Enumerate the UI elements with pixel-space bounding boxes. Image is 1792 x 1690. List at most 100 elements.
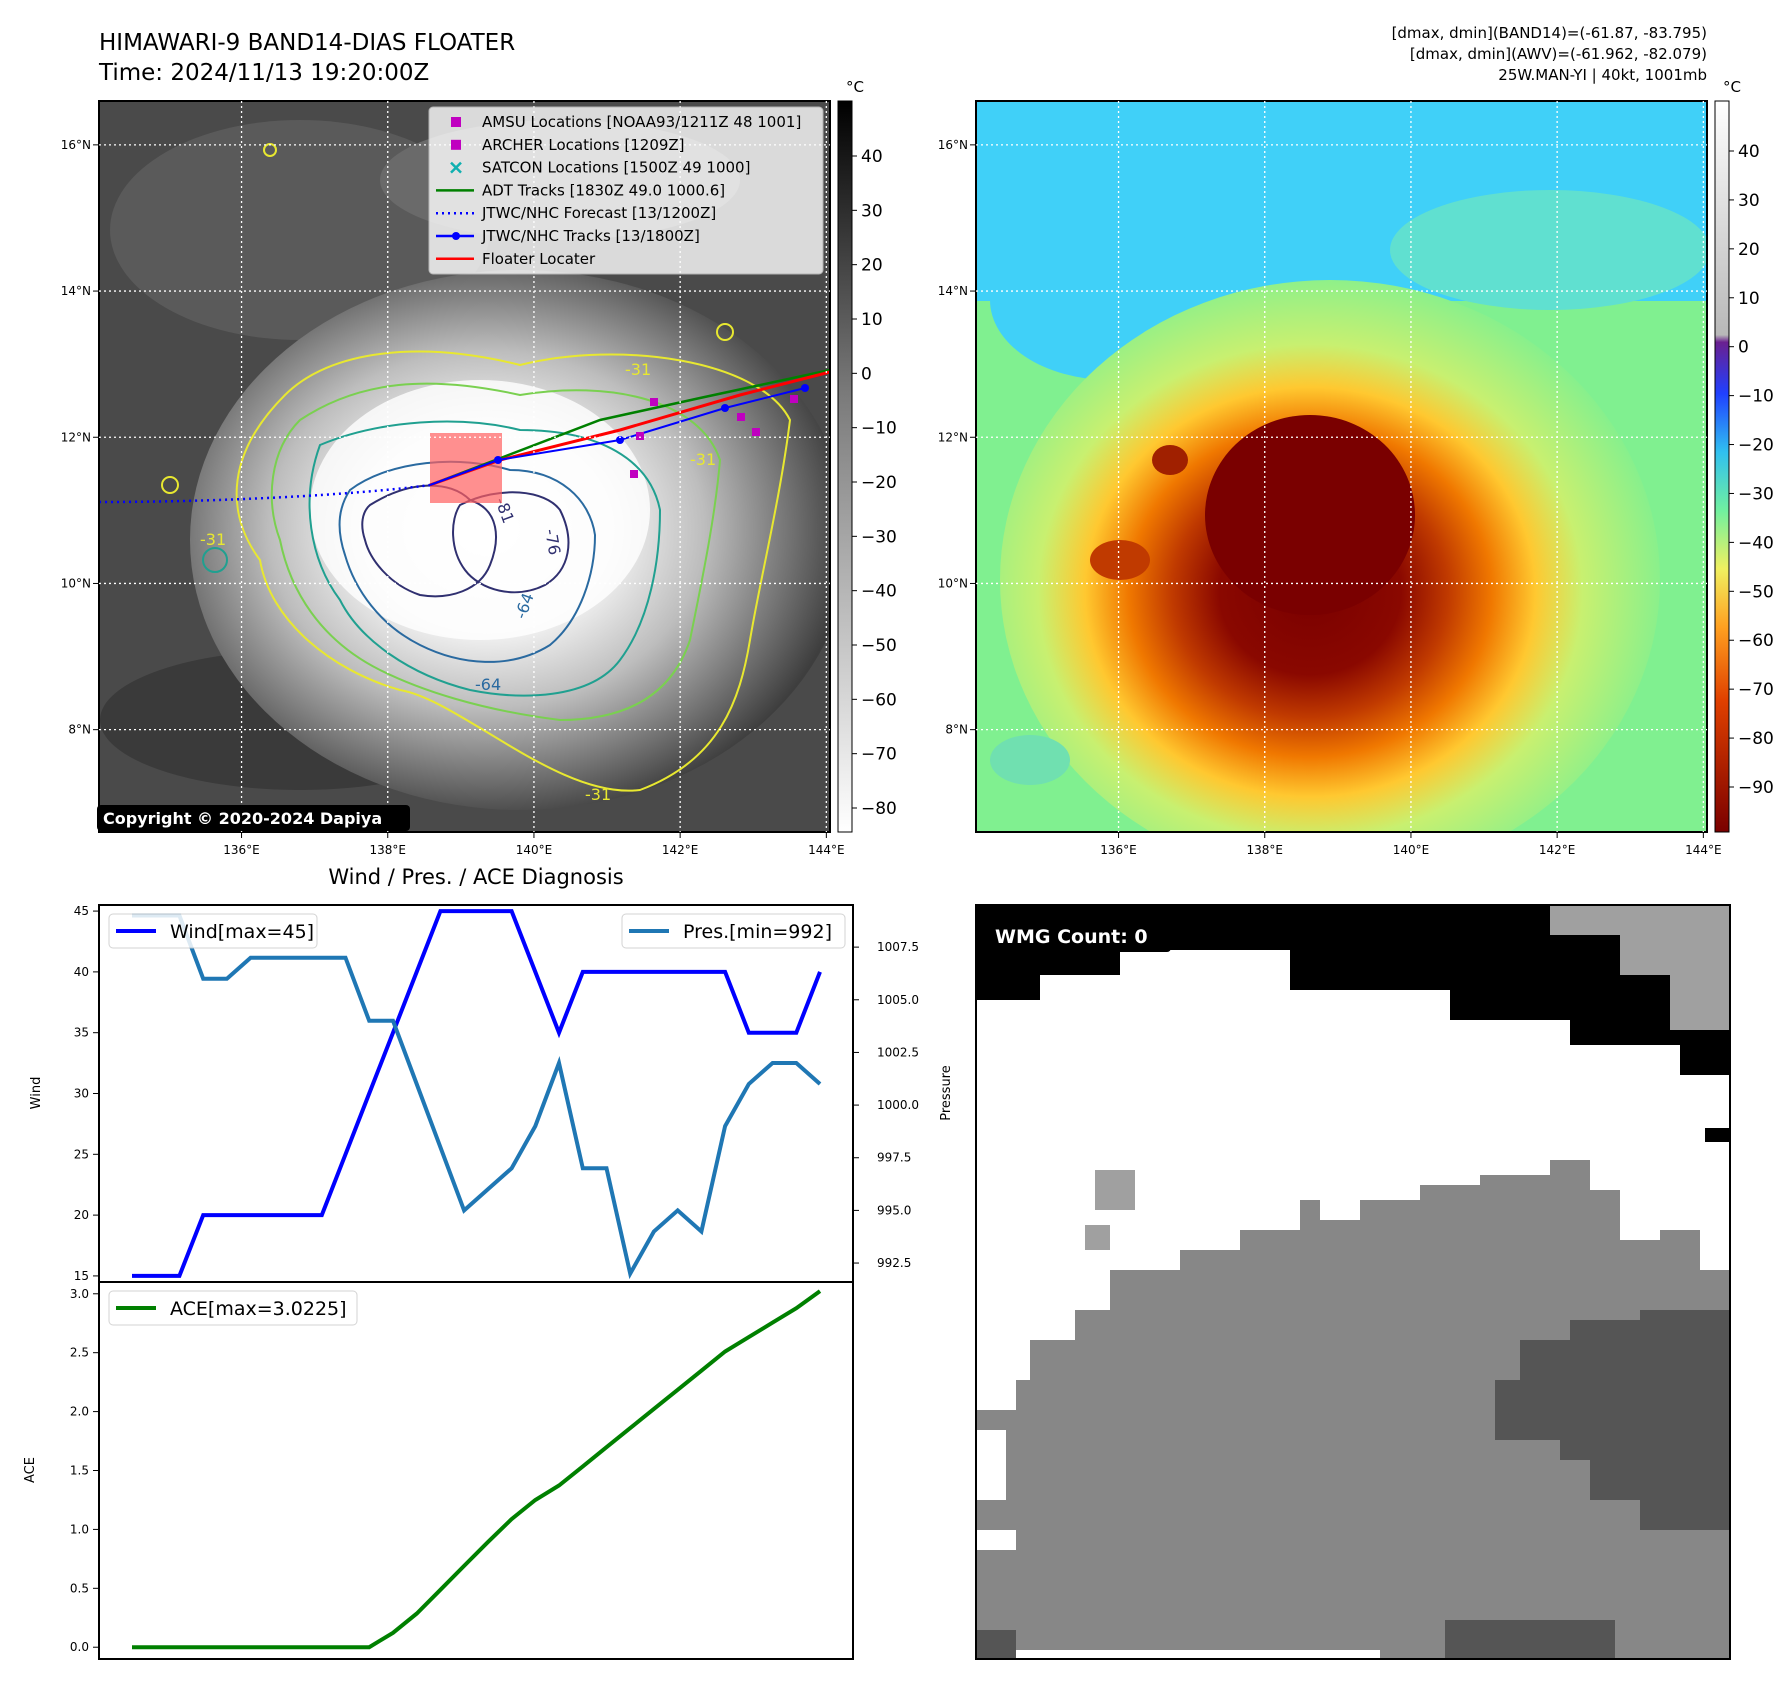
y-tick-label: 1.5 <box>70 1464 89 1478</box>
awv-lat-tick-label: 12°N <box>938 430 968 444</box>
band14-lat-tick-label: 12°N <box>61 430 91 444</box>
legend-marker <box>451 139 461 150</box>
pressure-series-line <box>132 913 822 1280</box>
wind-pressure-chart: 45 40 35 30 25 20 15 1007.5 1005.0 1002.5 1000.0 9… <box>29 904 954 1283</box>
y-tick-label: 1002.5 <box>877 1045 919 1059</box>
floater-locater-box <box>430 433 502 503</box>
cbar-tick-label: −80 <box>861 799 897 819</box>
legend-entry-label: ARCHER Locations [1209Z] <box>482 136 685 154</box>
cbar-tick-label: 20 <box>861 256 883 276</box>
band14-lat-tick-label: 10°N <box>61 576 91 590</box>
legend-marker-dot <box>452 232 460 240</box>
y-tick-label: 2.5 <box>70 1346 89 1360</box>
y-tick-label: 40 <box>74 965 89 979</box>
ace-chart: 3.0 2.5 2.0 1.5 1.0 0.5 0.0 ACE ACE[max=3.0225… <box>23 1281 854 1660</box>
cbar-tick-label: 40 <box>861 147 883 167</box>
cbar-tick-label: −60 <box>861 690 897 710</box>
legend-entry-label: SATCON Locations [1500Z 49 1000] <box>482 159 750 177</box>
legend-entry-label: ADT Tracks [1830Z 49.0 1000.6] <box>482 181 725 199</box>
band14-map-ticks: 136°E 138°E 140°E 142°E 144°E 16°N 14°N 12°N 10°… <box>61 138 845 857</box>
pressure-legend: Pres.[min=992] <box>621 913 846 949</box>
cbar-tick-label: −20 <box>861 473 897 493</box>
pressure-legend-label: Pres.[min=992] <box>683 921 832 943</box>
contour-label: -76 <box>541 527 564 556</box>
awv-lon-tick-label: 136°E <box>1100 843 1137 857</box>
figure-title: HIMAWARI-9 BAND14-DIAS FLOATER <box>99 30 515 56</box>
contour-label: -31 <box>585 785 611 804</box>
wind-series-line <box>132 909 822 1278</box>
ace-ylabel: ACE <box>23 1457 38 1483</box>
ace-legend-label: ACE[max=3.0225] <box>170 1298 347 1320</box>
legend-marker <box>450 161 462 174</box>
band14-lon-tick-label: 144°E <box>808 843 845 857</box>
figure-time: Time: 2024/11/13 19:20:00Z <box>98 60 429 86</box>
cbar-tick-label: −30 <box>861 527 897 547</box>
wmg-count-box: WMG Count: 0 <box>985 918 1171 952</box>
cbar-tick-label: −10 <box>1738 387 1774 407</box>
y-tick-label: 30 <box>74 1087 89 1101</box>
band14-lon-tick-label: 136°E <box>223 843 260 857</box>
cbar-tick-label: −40 <box>1738 533 1774 553</box>
cbar-unit: °C <box>846 78 864 96</box>
awv-map-frame <box>975 100 1708 833</box>
band14-lon-tick-label: 140°E <box>516 843 553 857</box>
awv-lon-tick-label: 144°E <box>1685 843 1722 857</box>
cbar-tick-label: −10 <box>861 419 897 439</box>
cbar-tick-label: 30 <box>1738 191 1760 211</box>
cbar-tick-label: 10 <box>861 310 883 330</box>
cbar-tick-label: −80 <box>1738 729 1774 749</box>
awv-lon-tick-label: 142°E <box>1539 843 1576 857</box>
y-tick-label: 3.0 <box>70 1287 89 1301</box>
wind-legend: Wind[max=45] <box>108 913 318 949</box>
cbar-tick-label: −40 <box>861 582 897 602</box>
y-tick-label: 20 <box>74 1208 89 1222</box>
info-storm: 25W.MAN-YI | 40kt, 1001mb <box>1498 66 1707 84</box>
cbar-tick-label: −20 <box>1738 436 1774 456</box>
copyright-text: Copyright © 2020-2024 Dapiya <box>103 809 382 828</box>
contour-label: -31 <box>690 450 716 469</box>
copyright-box: Copyright © 2020-2024 Dapiya <box>97 805 410 831</box>
diagnosis-title: Wind / Pres. / ACE Diagnosis <box>328 865 623 889</box>
awv-lon-tick-label: 138°E <box>1246 843 1283 857</box>
cbar-tick-label: 0 <box>861 364 872 384</box>
legend-entry-label: JTWC/NHC Forecast [13/1200Z] <box>481 204 716 222</box>
info-band14: [dmax, dmin](BAND14)=(-61.87, -83.795) <box>1392 24 1707 42</box>
cbar-tick-label: −90 <box>1738 778 1774 798</box>
ace-legend: ACE[max=3.0225] <box>108 1290 358 1326</box>
band14-map-gridlines <box>99 101 830 832</box>
awv-lon-tick-label: 140°E <box>1393 843 1430 857</box>
wmg-panel <box>976 905 1730 1659</box>
awv-lat-tick-label: 10°N <box>938 576 968 590</box>
wmg-frame <box>975 904 1731 1660</box>
pressure-ylabel: Pressure <box>939 1065 954 1121</box>
band14-lat-tick-label: 8°N <box>68 723 91 737</box>
info-awv: [dmax, dmin](AWV)=(-61.962, -82.079) <box>1410 45 1707 63</box>
cbar-tick-label: 0 <box>1738 338 1749 358</box>
awv-map-gridlines <box>976 101 1707 832</box>
y-tick-label: 45 <box>74 904 89 918</box>
band14-lon-tick-label: 142°E <box>662 843 699 857</box>
cbar-tick-label: −50 <box>1738 582 1774 602</box>
map-legend: AMSU Locations [NOAA93/1211Z 48 1001] ARC… <box>428 106 824 275</box>
band14-lat-tick-label: 16°N <box>61 138 91 152</box>
wind-legend-label: Wind[max=45] <box>170 921 314 943</box>
contour-label: -31 <box>200 530 226 549</box>
cloud-contours <box>161 143 792 792</box>
band14-lon-tick-label: 138°E <box>369 843 406 857</box>
y-tick-label: 1000.0 <box>877 1098 919 1112</box>
y-tick-label: 997.5 <box>877 1151 911 1165</box>
track-overlays <box>99 368 830 504</box>
y-tick-label: 0.0 <box>70 1640 89 1654</box>
band14-colorbar: °C 40 30 20 10 0 −10 −20 −30 −40 −50 −60 −70 −80 <box>837 78 897 833</box>
cbar-tick-label: 20 <box>1738 240 1760 260</box>
awv-lat-tick-label: 14°N <box>938 284 968 298</box>
y-tick-label: 995.0 <box>877 1203 911 1217</box>
y-tick-label: 35 <box>74 1026 89 1040</box>
legend-entry-label: AMSU Locations [NOAA93/1211Z 48 1001] <box>482 113 801 131</box>
y-tick-label: 0.5 <box>70 1581 89 1595</box>
awv-colorbar: °C 40 30 20 10 0 −10 −20 −30 −40 −50 −60 −70 −80 −90 <box>1714 78 1774 833</box>
y-tick-label: 1.0 <box>70 1522 89 1536</box>
wind-ylabel: Wind <box>29 1077 44 1110</box>
cbar-tick-label: 10 <box>1738 289 1760 309</box>
awv-lat-tick-label: 8°N <box>945 723 968 737</box>
